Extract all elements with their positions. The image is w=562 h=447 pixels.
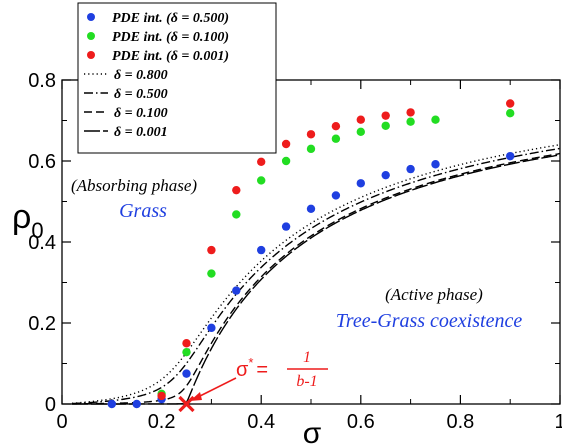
axis-ticks: 0 0.2 0.4 0.6 0.8 1 0 0.2 0.4 0.6 0.8 [28, 70, 562, 433]
y-axis-label-sub: 0 [31, 218, 43, 243]
curve-0 [71, 144, 561, 405]
sigma-star-label: σ* = [236, 355, 268, 381]
critical-point [178, 395, 195, 413]
point-s0-11 [381, 170, 390, 180]
legend-label-1: PDE int. (δ = 0.100) [112, 30, 229, 45]
x-tick-label-2: 0.4 [247, 411, 275, 433]
legend-box [77, 2, 277, 154]
point-s2-2 [207, 245, 216, 255]
legend-label-2: PDE int. (δ = 0.001) [112, 49, 229, 64]
point-s1-7 [331, 134, 341, 143]
fraction-denominator: b-1 [296, 373, 317, 390]
point-s2-3 [232, 185, 241, 195]
point-s2-4 [257, 157, 266, 167]
legend-line-label-3: δ = 0.001 [114, 125, 168, 140]
point-s2-10 [406, 108, 415, 117]
point-s2-5 [281, 139, 291, 149]
point-s1-12 [506, 109, 515, 118]
point-s2-7 [331, 121, 341, 131]
point-s1-5 [281, 156, 291, 166]
legend-marker-0 [87, 13, 95, 21]
y-axis-label: ρ0 [12, 198, 44, 243]
legend-marker-1 [87, 32, 95, 40]
point-s2-8 [356, 115, 365, 124]
legend-line-label-2: δ = 0.100 [114, 106, 168, 121]
curve-3 [71, 154, 561, 405]
y-tick-label-3: 0.6 [28, 151, 56, 173]
point-s0-9 [331, 191, 341, 200]
point-s2-6 [306, 130, 316, 139]
point-s1-9 [381, 121, 390, 130]
point-s1-10 [406, 117, 415, 126]
point-s0-10 [356, 179, 365, 188]
curve-2 [71, 152, 561, 405]
point-s1-6 [306, 144, 316, 154]
x-tick-label-5: 1 [554, 411, 562, 433]
point-s0-13 [431, 160, 440, 169]
x-tick-label-4: 0.8 [446, 411, 474, 433]
critical-point-label: σ* = 1 b-1 [190, 349, 328, 401]
point-s0-0 [107, 399, 117, 409]
legend-line-label-1: δ = 0.500 [114, 87, 168, 102]
point-s2-9 [381, 111, 390, 120]
point-s1-8 [356, 127, 365, 137]
x-tick-label-3: 0.6 [347, 411, 375, 433]
point-s1-11 [431, 115, 440, 124]
critical-x-b [178, 395, 195, 413]
annotation-grass: Grass [119, 200, 167, 222]
point-s0-1 [132, 399, 141, 409]
annotation-active-phase: (Active phase) [385, 285, 483, 304]
point-s0-4 [207, 323, 216, 333]
data-points [107, 99, 515, 409]
point-s1-1 [182, 347, 191, 357]
x-tick-label-1: 0.2 [148, 411, 176, 433]
point-s1-2 [207, 269, 216, 278]
legend-line-label-0: δ = 0.800 [114, 68, 168, 83]
point-s0-12 [406, 164, 415, 174]
legend: PDE int. (δ = 0.500) PDE int. (δ = 0.100)… [77, 2, 277, 154]
x-axis-label: σ [303, 417, 322, 447]
point-s2-0 [157, 391, 166, 401]
point-s0-6 [257, 245, 266, 255]
y-tick-label-0: 0 [45, 394, 56, 416]
annotation-coexistence: Tree-Grass coexistence [336, 310, 523, 332]
y-tick-label-2: 0.4 [28, 232, 56, 254]
sigma-star-sup: * [248, 355, 253, 370]
point-s1-4 [257, 176, 266, 185]
point-s0-14 [506, 151, 515, 161]
point-s1-3 [232, 210, 241, 219]
theory-curves [71, 144, 561, 405]
point-s0-5 [232, 286, 241, 295]
point-s2-11 [506, 99, 515, 108]
fraction-numerator: 1 [303, 349, 311, 366]
point-s0-7 [281, 222, 291, 231]
point-s0-8 [306, 204, 316, 213]
legend-marker-2 [87, 51, 95, 59]
critical-point-arrow [195, 377, 237, 399]
y-tick-label-4: 0.8 [28, 70, 56, 92]
point-s2-1 [182, 339, 191, 348]
y-tick-label-1: 0.2 [28, 313, 56, 335]
sigma-star-equals: = [256, 359, 268, 381]
x-tick-label-0: 0 [56, 411, 67, 433]
legend-label-0: PDE int. (δ = 0.500) [112, 11, 229, 26]
curve-1 [71, 147, 561, 405]
point-s0-3 [182, 369, 191, 378]
annotation-absorbing-phase: (Absorbing phase) [71, 176, 197, 195]
